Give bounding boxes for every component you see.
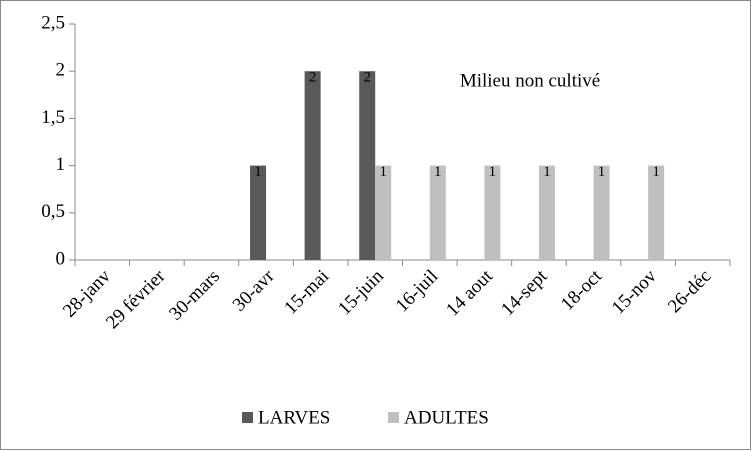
bar <box>648 165 665 260</box>
bar <box>375 165 392 260</box>
value-label: 1 <box>598 164 606 180</box>
value-label: 1 <box>434 164 442 180</box>
value-label: 1 <box>379 164 387 180</box>
legend-label: LARVES <box>258 407 330 428</box>
bar <box>304 71 321 260</box>
value-label: 1 <box>652 164 660 180</box>
bar <box>538 165 555 260</box>
bar <box>359 71 376 260</box>
y-tick-label: 1 <box>56 154 66 175</box>
y-tick-label: 2 <box>56 60 66 81</box>
bar <box>429 165 446 260</box>
value-label: 1 <box>254 164 262 180</box>
bar <box>593 165 610 260</box>
value-label: 1 <box>489 164 497 180</box>
value-label: 2 <box>363 70 371 86</box>
value-label: 1 <box>543 164 551 180</box>
legend-swatch <box>242 412 253 423</box>
value-label: 2 <box>309 70 317 86</box>
y-tick-label: 0 <box>56 248 66 269</box>
legend-swatch <box>388 412 399 423</box>
bar <box>484 165 501 260</box>
annotation: Milieu non cultivé <box>460 70 600 91</box>
bar <box>250 165 267 260</box>
y-tick-label: 0,5 <box>41 201 65 222</box>
y-tick-label: 1,5 <box>41 107 65 128</box>
legend-label: ADULTES <box>404 407 489 428</box>
y-tick-label: 2,5 <box>41 12 65 33</box>
